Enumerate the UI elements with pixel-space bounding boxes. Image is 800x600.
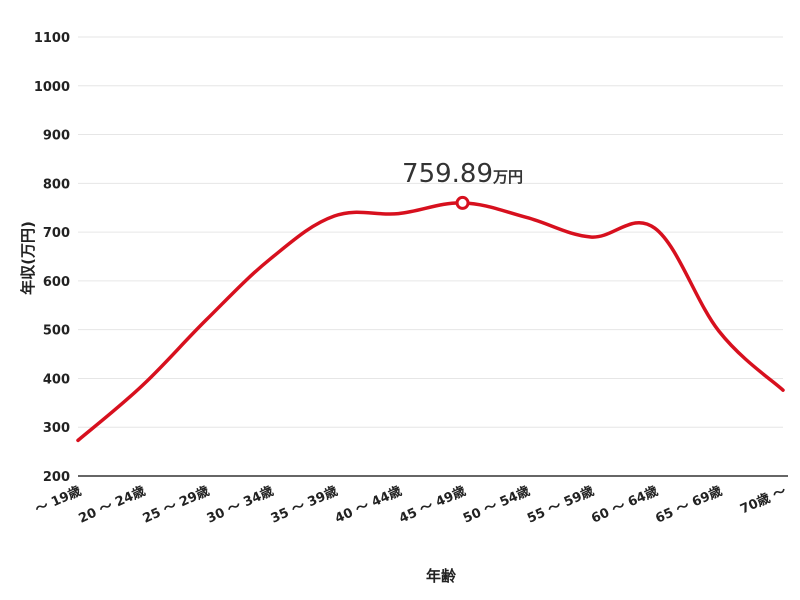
y-tick-label: 800 <box>43 177 70 192</box>
y-tick-label: 900 <box>43 129 70 144</box>
series-line <box>76 201 785 443</box>
x-tick-label: 25 ～ 29歳 <box>140 483 212 527</box>
x-tick-label: 40 ～ 44歳 <box>332 483 404 527</box>
x-tick-label: 65 ～ 69歳 <box>653 483 725 527</box>
peak-marker <box>455 195 470 210</box>
x-tick-label: 60 ～ 64歳 <box>589 483 661 527</box>
peak-annotation: 759.89万円 <box>402 159 523 189</box>
x-axis-title: 年齢 <box>426 567 457 585</box>
x-tick-label: 30 ～ 34歳 <box>204 483 276 527</box>
y-axis-ticks: 200 300 400 500 600 700 800 900 1000 1100 <box>34 31 70 485</box>
y-tick-label: 400 <box>43 372 70 387</box>
y-tick-label: 300 <box>43 421 70 436</box>
peak-value: 759.89 <box>402 159 493 189</box>
y-tick-label: 700 <box>43 226 70 241</box>
y-tick-label: 1000 <box>34 80 70 95</box>
y-tick-label: 200 <box>43 470 70 485</box>
gridlines <box>78 36 783 428</box>
x-tick-label: 45 ～ 49歳 <box>397 483 469 527</box>
y-tick-label: 600 <box>43 275 70 290</box>
x-tick-label: 55 ～ 59歳 <box>525 483 597 527</box>
y-axis-title: 年収(万円) <box>19 221 37 295</box>
y-tick-label: 1100 <box>34 31 70 46</box>
x-tick-label: 20 ～ 24歳 <box>76 483 148 527</box>
x-tick-label: 70歳 ～ <box>738 483 789 517</box>
x-tick-label: 50 ～ 54歳 <box>461 483 533 527</box>
y-tick-label: 500 <box>43 324 70 339</box>
x-tick-label: 35 ～ 39歳 <box>268 483 340 527</box>
peak-unit: 万円 <box>492 168 523 186</box>
